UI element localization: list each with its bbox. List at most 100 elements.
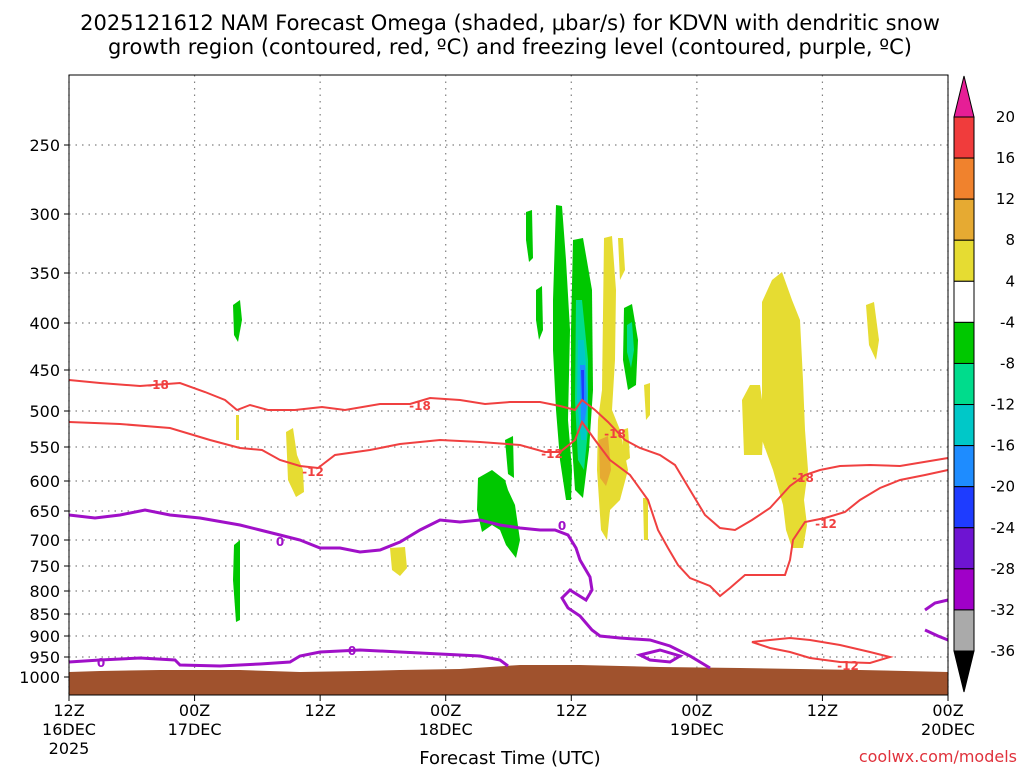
colorbar-tick-label: -4 [1000, 313, 1015, 331]
chart-title-line-1: 2025121612 NAM Forecast Omega (shaded, μ… [80, 11, 940, 35]
colorbar-top-arrow [953, 75, 975, 118]
freezing-level-0-lower [68, 648, 509, 668]
omega-cell-yellow [618, 238, 625, 280]
colorbar-band [953, 280, 975, 323]
fzl-label-0: 0 [97, 656, 105, 670]
credit-text: coolwx.com/models [859, 747, 1017, 766]
y-tick-label: 800 [29, 582, 60, 601]
omega-cell-blue [581, 370, 584, 400]
colorbar-band [953, 609, 975, 652]
x-tick-year: 2025 [49, 739, 90, 758]
dgz-label-18: -18 [604, 427, 626, 441]
x-tick-label: 12Z [53, 701, 84, 720]
colorbar-tick-label: -24 [991, 519, 1016, 537]
omega-cell-teal [627, 322, 634, 368]
colorbar-band [953, 321, 975, 364]
dgz-label-18: -18 [792, 471, 814, 485]
x-tick-label: 00Z [179, 701, 210, 720]
dgz-label-12: -12 [837, 659, 859, 673]
x-tick-label: 00Z [681, 701, 712, 720]
dgz-contour-12-lower [751, 636, 894, 665]
x-tick-label: 00Z [932, 701, 963, 720]
freezing-level-layer [68, 508, 949, 670]
colorbar-tick-label: -8 [1000, 354, 1015, 372]
omega-cell-green [505, 436, 514, 478]
colorbar-band [953, 198, 975, 241]
colorbar-tick-label: -12 [991, 396, 1016, 414]
omega-cell-yellow [390, 547, 407, 576]
colorbar-tick-label: 16 [996, 149, 1015, 167]
dgz-label-18: -18 [147, 378, 169, 392]
colorbar-band [953, 239, 975, 282]
freezing-level-0 [68, 508, 711, 670]
omega-cell-green [536, 286, 543, 340]
colorbar-tick-label: -36 [991, 642, 1016, 660]
colorbar-tick-label: 20 [996, 108, 1015, 126]
y-axis-ticks: 250 300 350 400 450 500 550 600 650 700 750 800 850 9… [19, 136, 69, 687]
colorbar-bottom-arrow [953, 650, 975, 693]
x-tick-date: 20DEC [921, 720, 975, 739]
x-tick-label: 12Z [556, 701, 587, 720]
y-tick-label: 1000 [19, 668, 60, 687]
omega-cell-yellow [643, 498, 648, 540]
colorbar-band [953, 486, 975, 529]
x-tick-label: 12Z [304, 701, 335, 720]
freezing-level-0-right [924, 598, 949, 612]
y-tick-label: 650 [29, 502, 60, 521]
x-tick-label: 00Z [430, 701, 461, 720]
dgz-contour-18 [68, 379, 949, 532]
x-tick-label: 12Z [807, 701, 838, 720]
colorbar-tick-label: 12 [996, 190, 1015, 208]
dgz-label-12: -12 [302, 465, 324, 479]
colorbar-tick-label: 4 [1005, 272, 1015, 290]
y-tick-label: 700 [29, 531, 60, 550]
colorbar-tick-label: -32 [991, 601, 1016, 619]
omega-cell-green [233, 300, 242, 342]
y-tick-label: 400 [29, 314, 60, 333]
colorbar-band [953, 404, 975, 447]
dgz-contour-layer [68, 379, 949, 665]
colorbar: 20 16 12 8 4 -4 -8 -12 -16 -20 -24 -28 -32 -36 [953, 75, 1016, 693]
colorbar-band [953, 568, 975, 611]
dgz-label-12: -12 [815, 517, 837, 531]
y-tick-label: 500 [29, 402, 60, 421]
omega-cell-green [477, 470, 520, 558]
plot-area [69, 75, 948, 695]
freezing-level-0-right-lower [924, 628, 949, 642]
omega-cell-green [526, 210, 533, 262]
y-tick-label: 600 [29, 472, 60, 491]
colorbar-tick-label: -20 [991, 478, 1016, 496]
colorbar-band [953, 527, 975, 570]
omega-cell-yellow [644, 383, 650, 420]
ground-below-surface [69, 665, 948, 695]
colorbar-band [953, 445, 975, 488]
y-tick-label: 850 [29, 605, 60, 624]
colorbar-tick-label: -28 [991, 560, 1016, 578]
y-tick-label: 450 [29, 361, 60, 380]
fzl-label-0: 0 [348, 644, 356, 658]
plot-frame [68, 74, 949, 696]
colorbar-tick-label: 8 [1005, 231, 1015, 249]
omega-cell-green [233, 540, 240, 622]
dgz-label-18: -18 [409, 399, 431, 413]
dgz-label-12: -12 [541, 447, 563, 461]
y-tick-label: 350 [29, 264, 60, 283]
x-tick-date: 19DEC [670, 720, 724, 739]
fzl-label-0: 0 [558, 519, 566, 533]
fzl-label-0: 0 [276, 535, 284, 549]
colorbar-band [953, 116, 975, 159]
x-axis-label: Forecast Time (UTC) [419, 748, 600, 768]
y-tick-label: 900 [29, 627, 60, 646]
omega-cell-green [553, 205, 572, 500]
y-tick-label: 300 [29, 205, 60, 224]
chart-title-line-2: growth region (contoured, red, ºC) and f… [108, 35, 912, 59]
x-tick-date: 16DEC [42, 720, 96, 739]
y-tick-label: 250 [29, 136, 60, 155]
x-tick-date: 17DEC [168, 720, 222, 739]
omega-cell-yellow [866, 302, 879, 360]
colorbar-band [953, 157, 975, 200]
y-tick-label: 550 [29, 438, 60, 457]
omega-cell-yellow [236, 415, 239, 440]
